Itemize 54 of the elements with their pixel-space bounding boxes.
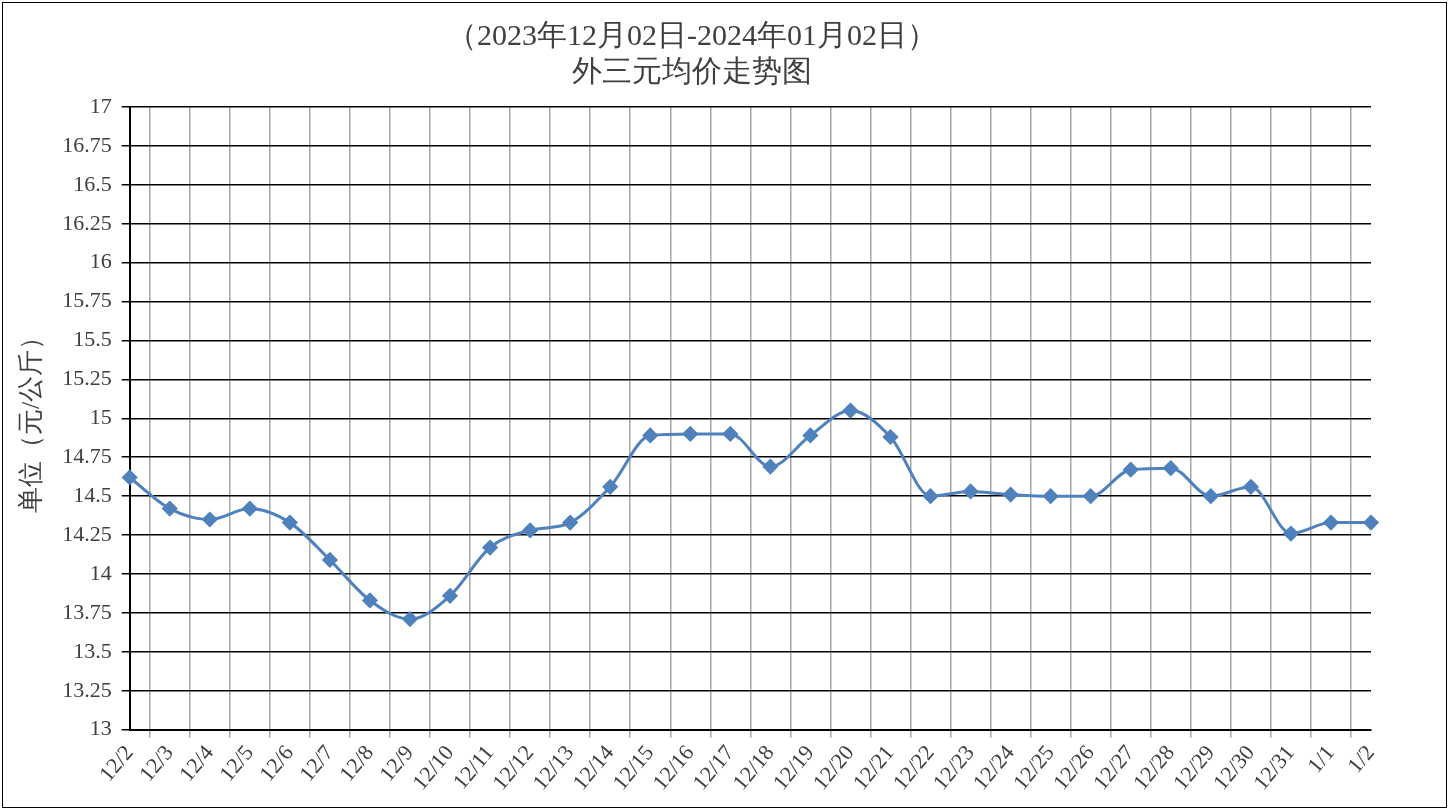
point	[242, 501, 258, 517]
x-tick-label: 1/1	[1302, 739, 1340, 778]
point	[202, 512, 218, 527]
y-tick-label: 13	[89, 715, 112, 741]
y-tick-label: 16.25	[62, 209, 112, 235]
y-tick-label: 15.25	[62, 365, 112, 391]
point	[282, 515, 298, 531]
chart-title: （2023年12月02日-2024年01月02日）	[447, 17, 937, 51]
point	[1043, 488, 1059, 504]
point	[842, 403, 858, 419]
point	[442, 588, 458, 604]
point	[162, 501, 178, 517]
point	[522, 522, 538, 538]
point	[602, 479, 618, 495]
y-tick-label: 15.75	[62, 287, 112, 313]
point	[722, 426, 738, 442]
point	[482, 540, 498, 556]
point	[122, 469, 138, 485]
y-tick-label: 14.75	[62, 443, 112, 469]
y-tick-label: 13.25	[62, 676, 112, 702]
point	[682, 426, 698, 442]
point	[402, 611, 418, 627]
x-tick-label: 1/2	[1342, 739, 1380, 778]
point	[362, 592, 378, 608]
y-tick-label: 14	[89, 559, 112, 585]
point	[1203, 488, 1219, 504]
y-tick-label: 17	[89, 92, 112, 118]
point	[1283, 526, 1299, 542]
point	[1363, 515, 1379, 531]
y-tick-label: 16.75	[62, 131, 112, 157]
point	[642, 427, 658, 443]
y-tick-label: 13.75	[62, 598, 112, 624]
chart-subtitle: 外三元均价走势图	[572, 53, 812, 87]
point	[883, 429, 898, 445]
point	[762, 459, 778, 475]
point	[322, 552, 338, 568]
point	[802, 427, 818, 443]
y-tick-label: 15	[89, 404, 112, 430]
point	[1163, 460, 1179, 476]
y-axis-title: 单位（元/公斤）	[16, 323, 46, 513]
y-tick-label: 16.5	[73, 170, 112, 196]
y-tick-label: 15.5	[73, 326, 112, 352]
y-tick-label: 13.5	[73, 637, 112, 663]
point	[963, 483, 979, 499]
point	[1243, 479, 1259, 495]
point	[923, 488, 939, 504]
y-tick-label: 16	[89, 248, 112, 274]
point	[1323, 515, 1339, 531]
y-tick-label: 14.25	[62, 520, 112, 546]
y-tick-label: 14.5	[73, 481, 112, 507]
point	[1083, 488, 1099, 504]
point	[1003, 487, 1019, 503]
point	[1123, 462, 1139, 478]
point	[562, 515, 578, 531]
